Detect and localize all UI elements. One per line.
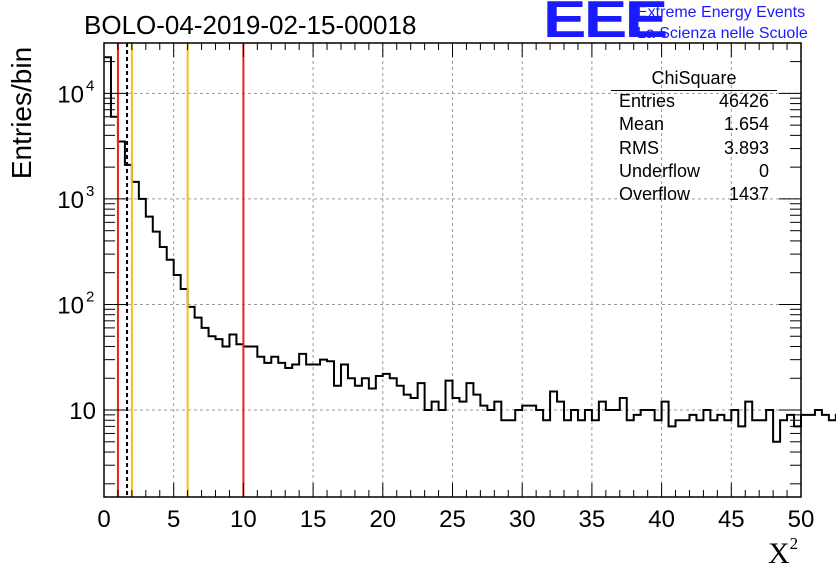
logo-line-2: La Scienza nelle Scuole xyxy=(637,25,808,42)
logo-line-1: Extreme Energy Events xyxy=(637,4,806,21)
stats-value: 1437 xyxy=(728,184,769,205)
chart-title: BOLO-04-2019-02-15-00018 xyxy=(84,10,417,40)
x-axis-label-sup: 2 xyxy=(789,534,799,553)
stats-value: 3.893 xyxy=(723,137,769,158)
stats-value: 0 xyxy=(758,160,769,181)
stats-label: Overflow xyxy=(619,184,691,205)
y-tick-label: 10 xyxy=(57,292,84,319)
x-tick-label: 0 xyxy=(97,506,110,533)
stats-row-underflow: Underflow 0 xyxy=(611,161,777,184)
x-tick-label: 15 xyxy=(300,506,327,533)
x-tick-label: 35 xyxy=(579,506,606,533)
x-tick-label: 5 xyxy=(167,506,180,533)
stats-box: ChiSquare Entries 46426 Mean 1.654 RMS 3… xyxy=(611,68,777,207)
y-tick-label-exp: 2 xyxy=(86,288,94,305)
x-tick-label: 25 xyxy=(439,506,466,533)
x-tick-label: 45 xyxy=(718,506,745,533)
x-tick-label: 40 xyxy=(648,506,675,533)
stats-title: ChiSquare xyxy=(611,68,777,91)
stats-label: Entries xyxy=(619,91,676,111)
eee-logo: EEE xyxy=(543,0,668,49)
stats-value: 46426 xyxy=(718,91,769,111)
x-tick-label: 20 xyxy=(369,506,396,533)
stats-label: RMS xyxy=(619,137,659,158)
y-tick-label: 10 xyxy=(69,398,96,425)
stats-label: Mean xyxy=(619,114,665,135)
x-axis-label-base: X xyxy=(768,537,790,570)
y-tick-label-exp: 3 xyxy=(86,183,94,200)
histogram-line xyxy=(104,56,836,443)
stats-row-entries: Entries 46426 xyxy=(611,91,777,114)
y-tick-label: 10 xyxy=(57,81,84,108)
stats-row-overflow: Overflow 1437 xyxy=(611,184,777,207)
y-tick-label-exp: 4 xyxy=(86,77,94,94)
y-tick-label: 10 xyxy=(57,187,84,214)
x-axis-label: X2 xyxy=(768,534,798,571)
stats-row-mean: Mean 1.654 xyxy=(611,114,777,137)
stats-value: 1.654 xyxy=(723,114,769,135)
x-tick-label: 10 xyxy=(230,506,257,533)
stats-row-rms: RMS 3.893 xyxy=(611,138,777,161)
stats-label: Underflow xyxy=(619,160,701,181)
y-axis-label: Entries/bin xyxy=(6,46,37,180)
x-tick-label: 30 xyxy=(509,506,536,533)
x-tick-label: 50 xyxy=(788,506,815,533)
